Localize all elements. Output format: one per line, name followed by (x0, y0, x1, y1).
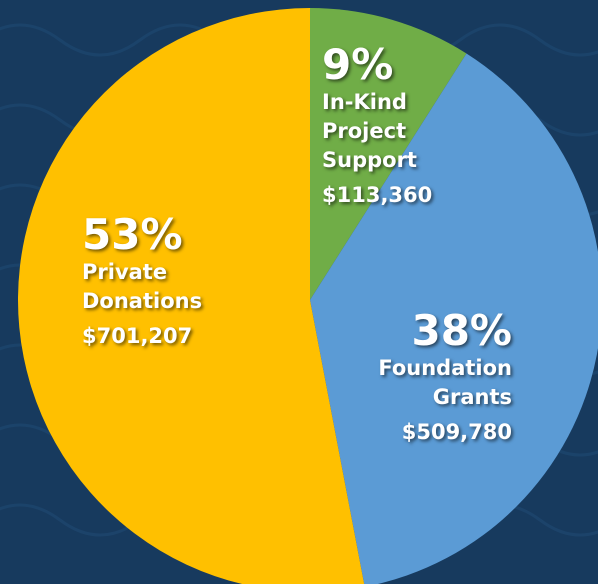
pie-slice (310, 8, 467, 300)
pie-slice (310, 53, 598, 584)
slice-label: 9% In-Kind Project Support $113,360 (322, 42, 432, 210)
category-label: In-Kind Project Support (322, 90, 417, 172)
pie (18, 8, 598, 584)
amount-label: $701,207 (82, 324, 193, 348)
category-label: Foundation Grants (378, 356, 512, 409)
amount-label: $509,780 (401, 420, 512, 444)
percent-label: 9% (322, 40, 394, 89)
amount-label: $113,360 (322, 183, 433, 207)
pie-slice (18, 8, 365, 584)
slice-label: 38% Foundation Grants $509,780 (340, 308, 512, 447)
category-label: Private Donations (82, 260, 203, 313)
percent-label: 38% (411, 306, 512, 355)
percent-label: 53% (82, 210, 183, 259)
slice-label: 53% Private Donations $701,207 (82, 212, 217, 351)
